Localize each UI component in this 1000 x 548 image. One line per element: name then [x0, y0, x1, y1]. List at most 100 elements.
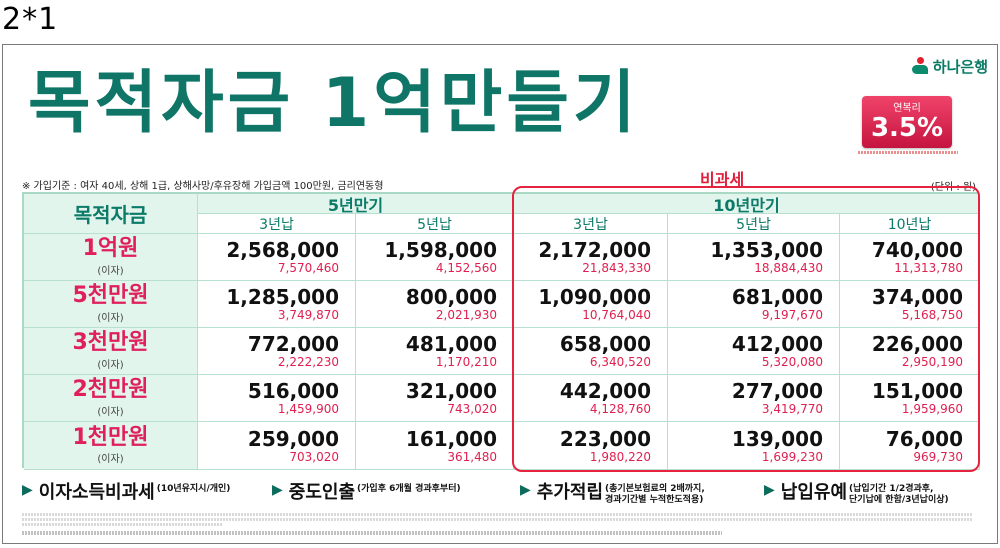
table-cell: 800,000 2,021,930: [356, 281, 514, 328]
logo-text: 하나은행: [932, 58, 988, 76]
target-amount: 2천만원: [72, 377, 149, 403]
monthly-payment: 151,000: [871, 379, 963, 403]
interest-amount: 4,128,760: [589, 402, 651, 416]
target-amount: 3천만원: [72, 330, 149, 356]
sub-header: 5년납: [668, 214, 840, 234]
table-corner-header: 목적자금: [24, 194, 198, 234]
interest-amount: 2,021,930: [435, 308, 497, 322]
monthly-payment: 1,285,000: [226, 285, 339, 309]
interest-label: (이자): [97, 359, 124, 371]
row-header: 1억원 (이자): [24, 234, 198, 281]
interest-amount: 2,222,230: [277, 355, 339, 369]
interest-amount: 1,959,960: [901, 402, 963, 416]
interest-amount: 11,313,780: [894, 261, 963, 275]
monthly-payment: 374,000: [871, 285, 963, 309]
sub-header: 10년납: [840, 214, 980, 234]
table-cell: 259,000 703,020: [198, 422, 356, 470]
monthly-payment: 516,000: [247, 379, 339, 403]
fine-print: [22, 523, 222, 526]
monthly-payment: 681,000: [731, 285, 823, 309]
interest-label: (이자): [97, 312, 124, 324]
interest-amount: 743,020: [447, 402, 497, 416]
monthly-payment: 2,172,000: [538, 238, 651, 262]
monthly-payment: 1,090,000: [538, 285, 651, 309]
interest-label: (이자): [97, 454, 124, 466]
table-cell: 151,000 1,959,960: [840, 375, 980, 422]
feature-item: ▶ 이자소득비과세 (10년유지시/개인): [22, 478, 230, 504]
interest-amount: 1,699,230: [761, 449, 823, 464]
monthly-payment: 2,568,000: [226, 238, 339, 262]
interest-amount: 5,168,750: [901, 308, 963, 322]
interest-amount: 6,340,520: [589, 355, 651, 369]
interest-amount: 18,884,430: [754, 261, 823, 275]
target-amount: 1억원: [82, 236, 139, 262]
feature-name: 납입유예: [780, 482, 848, 503]
interest-label: (이자): [97, 265, 124, 277]
feature-desc: (총기본보험료의 2배까지, 경과기간별 누적한도적용): [605, 484, 705, 506]
table-cell: 226,000 2,950,190: [840, 328, 980, 375]
table-cell: 740,000 11,313,780: [840, 234, 980, 281]
tax-free-label: 비과세: [700, 170, 745, 189]
feature-desc: (가입후 6개월 경과후부터): [357, 484, 461, 494]
unit-label: (단위 : 원): [930, 182, 976, 193]
table-cell: 2,568,000 7,570,460: [198, 234, 356, 281]
table-cell: 1,353,000 18,884,430: [668, 234, 840, 281]
hana-bank-logo-icon: [911, 56, 929, 77]
bank-logo: 하나은행: [911, 56, 988, 77]
feature-name: 중도인출: [288, 482, 356, 503]
rate-value: 3.5%: [870, 113, 944, 143]
interest-amount: 1,980,220: [589, 449, 651, 464]
row-header: 5천만원 (이자): [24, 281, 198, 328]
interest-amount: 703,020: [289, 449, 339, 464]
monthly-payment: 76,000: [885, 426, 963, 451]
feature-item: ▶ 납입유예 (납입기간 1/2경과후, 단기납에 한함/3년납이상): [764, 478, 949, 507]
triangle-right-icon: ▶: [272, 482, 283, 498]
monthly-payment: 139,000: [731, 426, 823, 451]
table-cell: 321,000 743,020: [356, 375, 514, 422]
monthly-payment: 161,000: [405, 426, 497, 451]
page-title: 목적자금 1억만들기: [28, 64, 640, 143]
table-cell: 139,000 1,699,230: [668, 422, 840, 470]
feature-desc: (10년유지시/개인): [156, 484, 231, 494]
monthly-payment: 277,000: [731, 379, 823, 403]
table-cell: 1,598,000 4,152,560: [356, 234, 514, 281]
row-header: 3천만원 (이자): [24, 328, 198, 375]
sub-header: 5년납: [356, 214, 514, 234]
table-cell: 1,090,000 10,764,040: [514, 281, 668, 328]
interest-amount: 2,950,190: [901, 355, 963, 369]
interest-amount: 7,570,460: [277, 261, 339, 275]
feature-name: 이자소득비과세: [38, 482, 155, 503]
table-cell: 76,000 969,730: [840, 422, 980, 470]
table-cell: 681,000 9,197,670: [668, 281, 840, 328]
monthly-payment: 772,000: [247, 332, 339, 356]
table-cell: 374,000 5,168,750: [840, 281, 980, 328]
feature-item: ▶ 중도인출 (가입후 6개월 경과후부터): [272, 478, 461, 504]
interest-amount: 969,730: [913, 449, 963, 464]
fine-print: [22, 513, 972, 516]
interest-amount: 361,480: [447, 449, 497, 464]
target-amount: 5천만원: [72, 283, 149, 309]
monthly-payment: 1,353,000: [710, 238, 823, 262]
interest-amount: 10,764,040: [582, 308, 651, 322]
payment-table: 목적자금 5년만기 10년만기 3년납 5년납 3년납 5년납 10년납 1억원…: [22, 192, 980, 470]
group-header-5yr: 5년만기: [198, 194, 514, 215]
interest-amount: 1,170,210: [435, 355, 497, 369]
feature-name: 추가적립: [536, 482, 604, 503]
monthly-payment: 412,000: [731, 332, 823, 356]
group-header-10yr: 10년만기: [514, 194, 980, 215]
table-cell: 481,000 1,170,210: [356, 328, 514, 375]
monthly-payment: 442,000: [559, 379, 651, 403]
monthly-payment: 740,000: [871, 238, 963, 262]
table-cell: 277,000 3,419,770: [668, 375, 840, 422]
interest-amount: 3,419,770: [761, 402, 823, 416]
monthly-payment: 481,000: [405, 332, 497, 356]
table-cell: 2,172,000 21,843,330: [514, 234, 668, 281]
monthly-payment: 1,598,000: [384, 238, 497, 262]
monthly-payment: 800,000: [405, 285, 497, 309]
table-cell: 772,000 2,222,230: [198, 328, 356, 375]
triangle-right-icon: ▶: [22, 482, 33, 498]
rate-label: 연복리: [893, 103, 921, 114]
rate-badge: 연복리 3.5%: [862, 96, 952, 148]
row-header: 2천만원 (이자): [24, 375, 198, 422]
target-amount: 1천만원: [72, 424, 149, 450]
